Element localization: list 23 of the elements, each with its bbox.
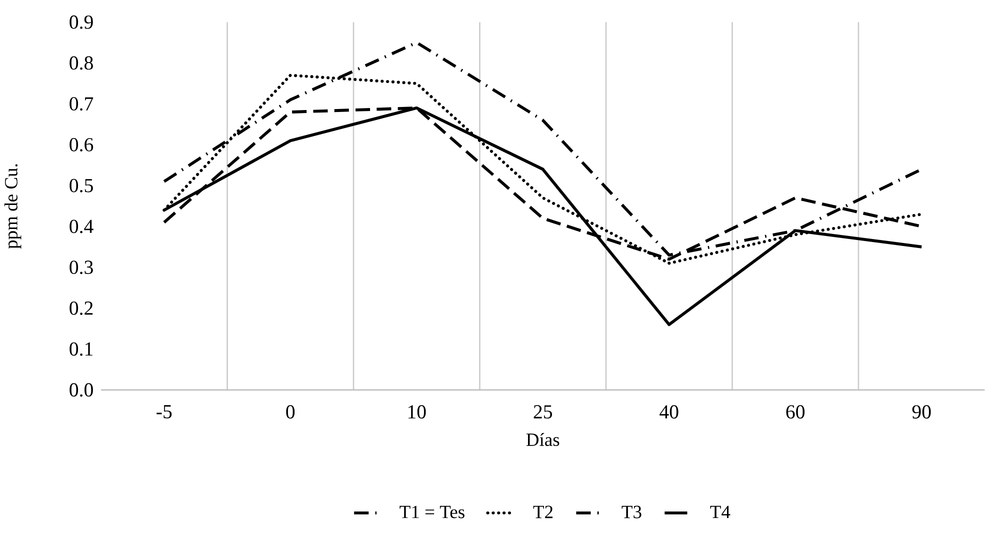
y-axis-title: ppm de Cu. — [4, 164, 22, 249]
x-tick-label: 10 — [408, 405, 426, 419]
y-tick-label: 0.4 — [70, 220, 94, 234]
legend-label: T4 — [710, 506, 730, 518]
x-tick-label: 0 — [286, 405, 295, 419]
x-tick-label: -5 — [156, 405, 172, 418]
x-axis-title: Días — [526, 433, 560, 446]
y-tick-label: 0.3 — [70, 260, 93, 274]
y-tick-label: 0.7 — [70, 97, 94, 111]
x-tick-label: 60 — [786, 405, 805, 419]
x-tick-label: 40 — [660, 405, 678, 419]
x-tick-label: 90 — [912, 405, 931, 419]
y-tick-label: 0.2 — [70, 302, 93, 316]
legend-label: T3 — [622, 506, 642, 518]
y-tick-label: 0.8 — [70, 56, 93, 70]
x-tick-label: 25 — [534, 405, 552, 419]
legend-label: T1 = Tes — [400, 506, 464, 518]
y-tick-label: 0.5 — [70, 178, 93, 192]
y-tick-label: 0.9 — [70, 16, 93, 30]
y-tick-label: 0.1 — [70, 342, 92, 356]
y-tick-label: 0.0 — [70, 383, 93, 397]
y-tick-label: 0.6 — [70, 138, 94, 152]
legend-label: T2 — [533, 506, 553, 518]
